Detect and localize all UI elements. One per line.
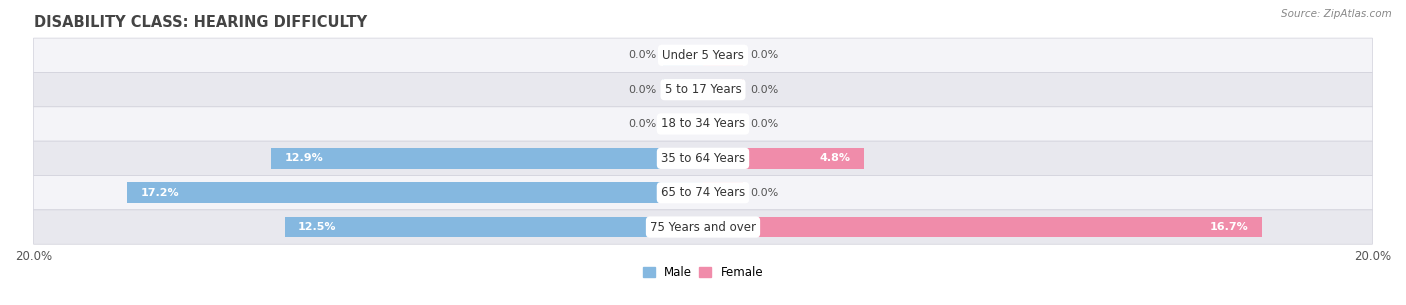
FancyBboxPatch shape — [34, 73, 1372, 107]
Text: 75 Years and over: 75 Years and over — [650, 221, 756, 234]
Text: 0.0%: 0.0% — [749, 119, 778, 129]
Text: DISABILITY CLASS: HEARING DIFFICULTY: DISABILITY CLASS: HEARING DIFFICULTY — [34, 15, 367, 30]
Text: Under 5 Years: Under 5 Years — [662, 49, 744, 62]
Text: 12.9%: 12.9% — [284, 153, 323, 163]
Bar — [662, 114, 703, 134]
Text: 0.0%: 0.0% — [628, 50, 657, 60]
Text: 35 to 64 Years: 35 to 64 Years — [661, 152, 745, 165]
Bar — [662, 45, 703, 66]
FancyBboxPatch shape — [34, 141, 1372, 176]
Text: 16.7%: 16.7% — [1209, 222, 1249, 232]
Text: 12.5%: 12.5% — [298, 222, 336, 232]
Text: 0.0%: 0.0% — [749, 50, 778, 60]
Bar — [128, 182, 703, 203]
Legend: Male, Female: Male, Female — [638, 261, 768, 284]
Bar — [703, 45, 744, 66]
Text: 0.0%: 0.0% — [749, 188, 778, 198]
Bar — [271, 148, 703, 169]
Bar — [284, 217, 703, 237]
Text: 5 to 17 Years: 5 to 17 Years — [665, 83, 741, 96]
FancyBboxPatch shape — [34, 38, 1372, 73]
FancyBboxPatch shape — [34, 107, 1372, 141]
Bar — [703, 182, 744, 203]
Bar — [703, 114, 744, 134]
Bar — [703, 148, 863, 169]
Text: 0.0%: 0.0% — [628, 85, 657, 95]
Text: 18 to 34 Years: 18 to 34 Years — [661, 117, 745, 131]
Text: Source: ZipAtlas.com: Source: ZipAtlas.com — [1281, 9, 1392, 19]
Bar — [703, 79, 744, 100]
Text: 65 to 74 Years: 65 to 74 Years — [661, 186, 745, 199]
Bar — [662, 79, 703, 100]
Text: 4.8%: 4.8% — [820, 153, 851, 163]
Text: 17.2%: 17.2% — [141, 188, 180, 198]
FancyBboxPatch shape — [34, 210, 1372, 244]
Text: 0.0%: 0.0% — [628, 119, 657, 129]
Bar — [703, 217, 1263, 237]
FancyBboxPatch shape — [34, 176, 1372, 210]
Text: 0.0%: 0.0% — [749, 85, 778, 95]
